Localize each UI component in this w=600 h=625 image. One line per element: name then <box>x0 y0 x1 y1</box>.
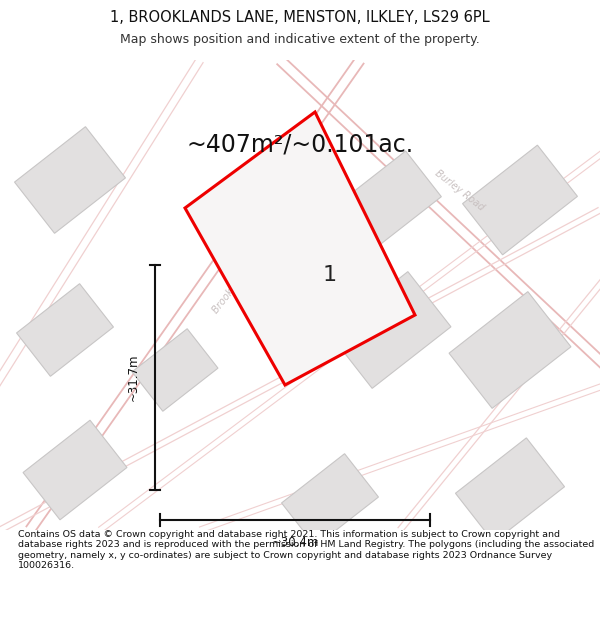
Polygon shape <box>14 127 125 233</box>
Text: Contains OS data © Crown copyright and database right 2021. This information is : Contains OS data © Crown copyright and d… <box>18 530 594 570</box>
Text: Brooklands Lane: Brooklands Lane <box>211 245 269 315</box>
Text: Burley Road: Burley Road <box>433 168 487 212</box>
Polygon shape <box>17 284 113 376</box>
Polygon shape <box>281 454 379 546</box>
Text: Map shows position and indicative extent of the property.: Map shows position and indicative extent… <box>120 34 480 46</box>
Polygon shape <box>185 112 415 385</box>
Polygon shape <box>449 292 571 408</box>
Text: ~407m²/~0.101ac.: ~407m²/~0.101ac. <box>187 133 413 157</box>
Text: ~30.4m: ~30.4m <box>271 536 319 549</box>
Polygon shape <box>23 420 127 520</box>
Polygon shape <box>132 329 218 411</box>
Polygon shape <box>329 272 451 388</box>
Text: 1: 1 <box>323 265 337 285</box>
Polygon shape <box>463 145 577 255</box>
Polygon shape <box>455 438 565 542</box>
Text: 1, BROOKLANDS LANE, MENSTON, ILKLEY, LS29 6PL: 1, BROOKLANDS LANE, MENSTON, ILKLEY, LS2… <box>110 11 490 26</box>
Polygon shape <box>338 151 442 249</box>
Text: ~31.7m: ~31.7m <box>127 354 139 401</box>
